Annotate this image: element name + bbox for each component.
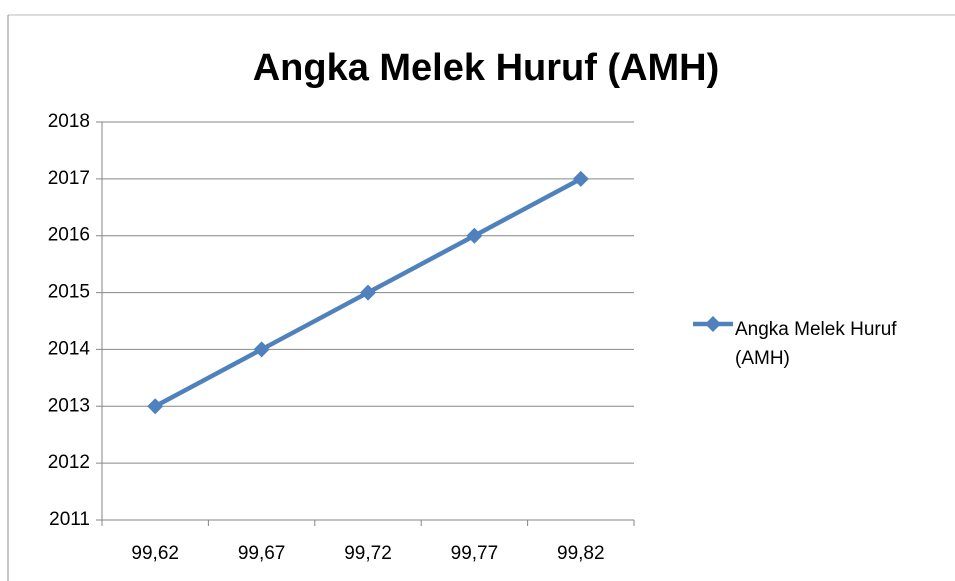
y-tick-label: 2012 [48,452,90,473]
y-tick-label: 2017 [48,168,90,189]
x-tick-label: 99,77 [451,543,499,564]
y-tick-label: 2014 [48,338,91,359]
y-tick-label: 2018 [48,111,90,132]
y-tick-label: 2015 [48,282,90,303]
legend-label: Angka Melek Huruf (AMH) [735,319,897,369]
data-point [360,284,376,301]
x-tick-label: 99,67 [238,543,286,564]
data-point [466,227,483,244]
x-tick-label: 99,72 [344,543,392,564]
y-tick-label: 2011 [49,509,90,530]
x-tick-label: 99,82 [557,543,605,564]
y-tick-label: 2013 [48,395,90,416]
data-point [147,398,164,415]
data-point [572,170,589,187]
data-point [253,341,270,358]
x-tick-label: 99,62 [131,543,179,564]
legend-marker [705,316,721,332]
y-tick-label: 2016 [48,225,90,246]
chart-title: Angka Melek Huruf (AMH) [253,47,720,89]
